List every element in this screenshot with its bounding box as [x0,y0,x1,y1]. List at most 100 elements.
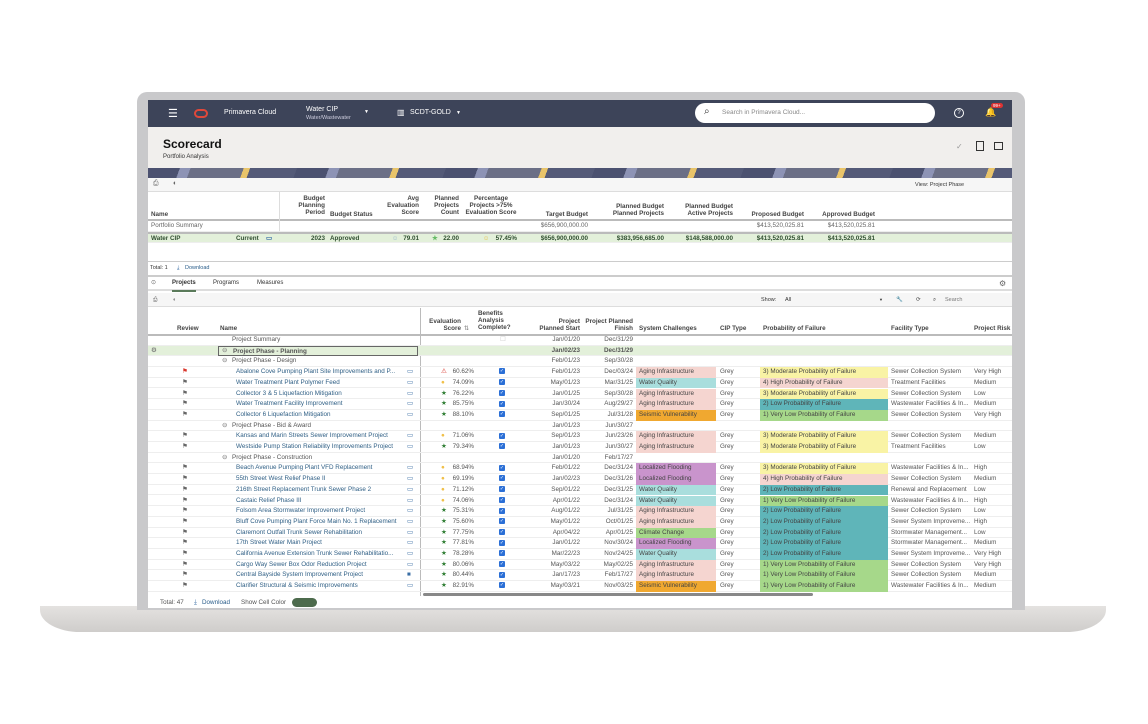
help-icon[interactable]: ? [954,108,964,118]
app-name[interactable]: Primavera Cloud [224,109,277,116]
wrench-icon[interactable]: 🔧 [896,297,903,303]
comment-icon[interactable]: ▭ [407,528,413,536]
flag-icon[interactable]: ⚑ [182,464,188,472]
comment-icon[interactable]: ▭ [407,464,413,472]
project-name-link[interactable]: Beach Avenue Pumping Plant VFD Replaceme… [236,464,373,472]
project-name-link[interactable]: Claremont Outfall Trunk Sewer Rehabilita… [236,528,362,536]
comment-icon[interactable]: ▭ [407,443,413,450]
col-project-risk[interactable]: Project Risk [974,325,1011,332]
refresh-icon[interactable]: ⟳ [916,297,921,303]
flag-icon[interactable]: ⚑ [182,475,188,483]
cip-name[interactable]: Water CIP [151,235,181,242]
project-row[interactable]: ⚑ Central Bayside System Improvement Proj… [148,570,1012,582]
project-name-link[interactable]: Kansas and Marin Streets Sewer Improveme… [236,432,388,440]
horizontal-scrollbar[interactable] [423,593,813,596]
project-row[interactable]: ⚑ Collector 6 Liquefaction Mitigation ▭ ★ 88… [148,409,1012,421]
col-approved[interactable]: Approved Budget [822,211,875,218]
project-name-link[interactable]: 17th Street Water Main Project [236,539,322,547]
project-name-link[interactable]: Bluff Cove Pumping Plant Force Main No. … [236,517,397,525]
project-name-link[interactable]: Water Treatment Plant Polymer Feed [236,378,340,386]
project-row[interactable]: ⚑ Beach Avenue Pumping Plant VFD Replacem… [148,463,1012,475]
col-start[interactable]: Project Planned Start [539,318,580,332]
summary-download-link[interactable]: Download [185,265,210,271]
export-icon[interactable]: ◐ [173,180,178,187]
flag-icon[interactable]: ⚑ [182,571,188,579]
download-icon[interactable]: ⤓ [177,265,180,271]
collapse-icon[interactable]: ⊖ [222,421,228,429]
tab-measures[interactable]: Measures [257,280,284,286]
project-name-link[interactable]: Cargo Way Sewer Box Odor Reduction Proje… [236,560,367,568]
benefits-checkbox[interactable]: ✓ [499,378,505,389]
col-eval-score[interactable]: Evaluation Score [429,318,461,332]
benefits-checkbox[interactable]: ✓ [499,517,505,528]
project-row[interactable]: ⚑ 17th Street Water Main Project ▭ ★ 77.81% ✓… [148,538,1012,549]
check-icon[interactable]: ✓ [956,142,963,151]
show-select[interactable]: All [785,297,792,303]
comment-icon[interactable]: ■ [407,571,411,579]
col-planned-active[interactable]: Planned Budget Active Projects [685,203,733,217]
project-row[interactable]: ⚑ California Avenue Extension Trunk Sewer… [148,549,1012,560]
group-row[interactable]: ⚙ ⊖ Project Phase - Planning Jan/02/23 Dec/3… [148,345,1012,357]
project-row[interactable]: ⚑ Clarifier Structural & Seismic Improvem… [148,581,1012,592]
collapse-icon[interactable]: ⊙ [151,280,157,286]
download-icon[interactable]: ⤓ [194,599,197,606]
comment-icon[interactable]: ▭ [407,410,413,418]
flag-icon[interactable]: ⚑ [182,496,188,504]
project-row[interactable]: ⚑ Cargo Way Sewer Box Odor Reduction Proj… [148,559,1012,571]
col-finish[interactable]: Project Planned Finish [585,318,633,332]
comment-icon[interactable]: ▭ [407,432,413,440]
group-row[interactable]: ⊖ Project Phase - Bid & Award Jan/01/23 Jun… [148,421,1012,432]
flag-icon[interactable]: ⚑ [182,507,188,515]
project-name-link[interactable]: Westside Pump Station Reliability Improv… [236,443,394,450]
col-system-challenges[interactable]: System Challenges [639,325,697,332]
col-target[interactable]: Target Budget [545,211,588,218]
project-row[interactable]: ⚑ Claremont Outfall Trunk Sewer Rehabilit… [148,527,1012,539]
print-icon[interactable]: ⎙ [153,180,159,187]
benefits-checkbox[interactable]: ✓ [499,485,505,496]
project-row[interactable]: ⚑ Collector 3 & 5 Liquefaction Mitigation… [148,388,1012,400]
print-icon[interactable]: ⎙ [153,297,158,303]
col-planned-planned[interactable]: Planned Budget Planned Projects [612,203,664,217]
menu-icon[interactable]: ☰ [168,108,178,120]
benefits-checkbox[interactable]: ✓ [499,431,505,442]
flag-icon[interactable]: ⚑ [182,528,188,536]
benefits-checkbox[interactable]: ✓ [499,367,505,378]
project-row[interactable]: ⚑ Kansas and Marin Streets Sewer Improvem… [148,431,1012,442]
project-row[interactable]: ⚑ Abalone Cove Pumping Plant Site Improve… [148,367,1012,378]
row-name[interactable]: Project Summary [232,336,281,343]
project-name-link[interactable]: Folsom Area Stormwater Improvement Proje… [236,507,366,515]
col-review[interactable]: Review [177,325,199,332]
comment-icon[interactable]: ▭ [407,389,413,397]
project-name-link[interactable]: Castaic Relief Phase III [236,496,302,504]
project-row[interactable]: ⚑ Castaic Relief Phase III ▭ ● 74.06% ✓ Apr/01… [148,495,1012,507]
project-row[interactable]: ⚑ Water Treatment Plant Polymer Feed ▭ ● 74.… [148,377,1012,389]
project-row[interactable]: ⚑ 55th Street West Relief Phase II ▭ ● 69.19… [148,474,1012,485]
flag-icon[interactable]: ⚑ [182,539,188,547]
row-name[interactable]: Project Phase - Bid & Award [232,421,311,429]
project-row[interactable]: ⚑ 216th Street Replacement Trunk Sewer Ph… [148,484,1012,496]
water-cip-row[interactable]: Water CIP Current ▭ 2023 Approved ☺ 79.0… [148,232,1012,243]
chevron-down-icon[interactable]: ▼ [364,109,369,115]
comment-icon[interactable] [994,142,1003,150]
sort-icon[interactable]: ⇅ [464,326,470,332]
export-icon[interactable]: ◐ [173,297,177,303]
comment-icon[interactable]: ▭ [407,539,413,547]
summary-row[interactable]: Project Summary ☐ Jan/01/20 Dec/31/29 [148,335,1012,346]
benefits-checkbox[interactable]: ✓ [499,410,505,421]
search-input[interactable]: Search in Primavera Cloud... [722,109,806,116]
flag-icon[interactable]: ⚑ [182,517,188,525]
comment-icon[interactable]: ▭ [407,582,413,590]
project-name-link[interactable]: Water Treatment Facility Improvement [236,400,343,408]
flag-icon[interactable]: ⚑ [182,550,188,557]
settings-gear-icon[interactable]: ⚙ [999,279,1007,288]
flag-icon[interactable]: ⚑ [182,378,188,386]
benefits-checkbox[interactable]: ✓ [499,442,505,453]
project-row[interactable]: ⚑ Water Treatment Facility Improvement ▭ ★ 8… [148,399,1012,410]
flag-icon[interactable]: ⚑ [182,410,188,418]
chevron-down-icon[interactable]: ▼ [879,297,883,302]
workspace-name[interactable]: Water CIP [306,106,339,113]
comment-icon[interactable]: ▭ [407,378,413,386]
group-row[interactable]: ⊖ Project Phase - Design Feb/01/23 Sep/30/2… [148,356,1012,368]
project-row[interactable]: ⚑ Bluff Cove Pumping Plant Force Main No.… [148,516,1012,528]
project-row[interactable]: ⚑ Folsom Area Stormwater Improvement Proj… [148,506,1012,517]
